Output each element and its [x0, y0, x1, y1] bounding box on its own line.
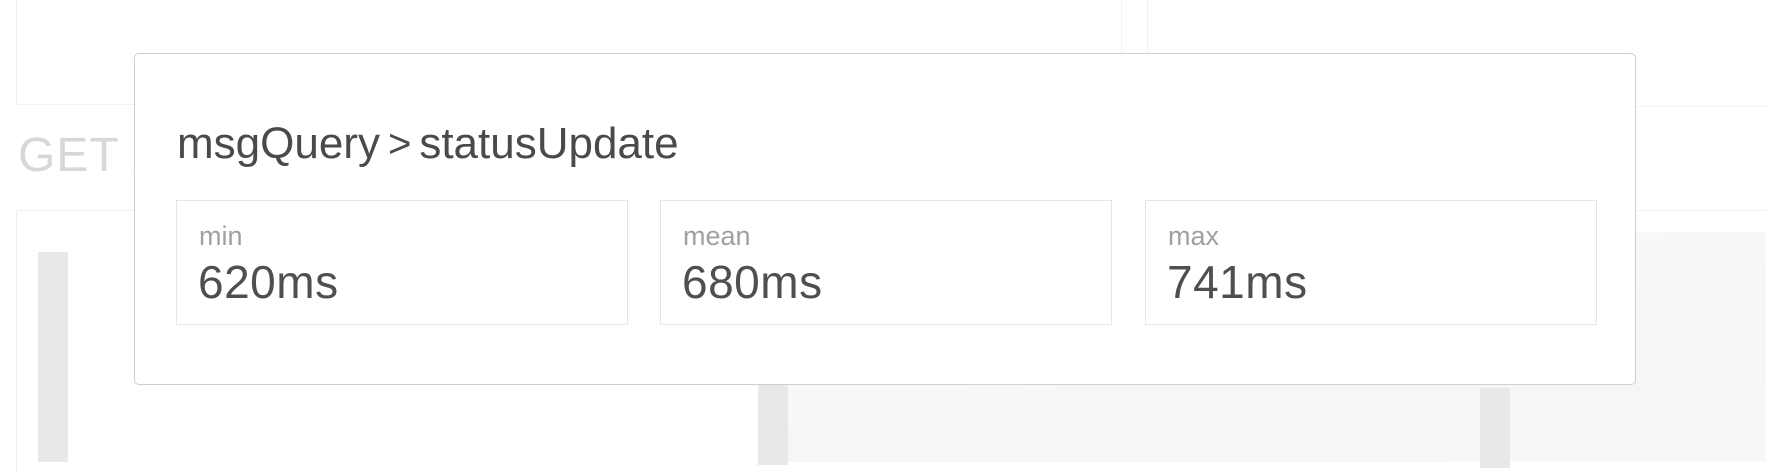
popover-title: msgQuery > statusUpdate: [177, 119, 679, 169]
timing-popover: msgQuery > statusUpdate min 620ms mean 6…: [134, 53, 1636, 385]
background-chart-bar: [38, 252, 68, 462]
breadcrumb-separator: >: [387, 121, 412, 166]
stat-card-mean: mean 680ms: [660, 200, 1112, 325]
background-endpoint-heading: GET /: [18, 129, 148, 182]
stat-label: max: [1168, 221, 1220, 251]
stat-value: 620ms: [198, 256, 339, 308]
title-child-span: statusUpdate: [419, 119, 679, 168]
background-chart-bar: [1480, 388, 1510, 468]
title-parent-span: msgQuery: [177, 119, 380, 168]
stat-label: min: [199, 221, 243, 251]
stat-card-min: min 620ms: [176, 200, 628, 325]
stat-label: mean: [683, 221, 751, 251]
stat-value: 741ms: [1167, 256, 1308, 308]
background-chart-bar: [758, 385, 788, 465]
stat-value: 680ms: [682, 256, 823, 308]
stat-card-max: max 741ms: [1145, 200, 1597, 325]
